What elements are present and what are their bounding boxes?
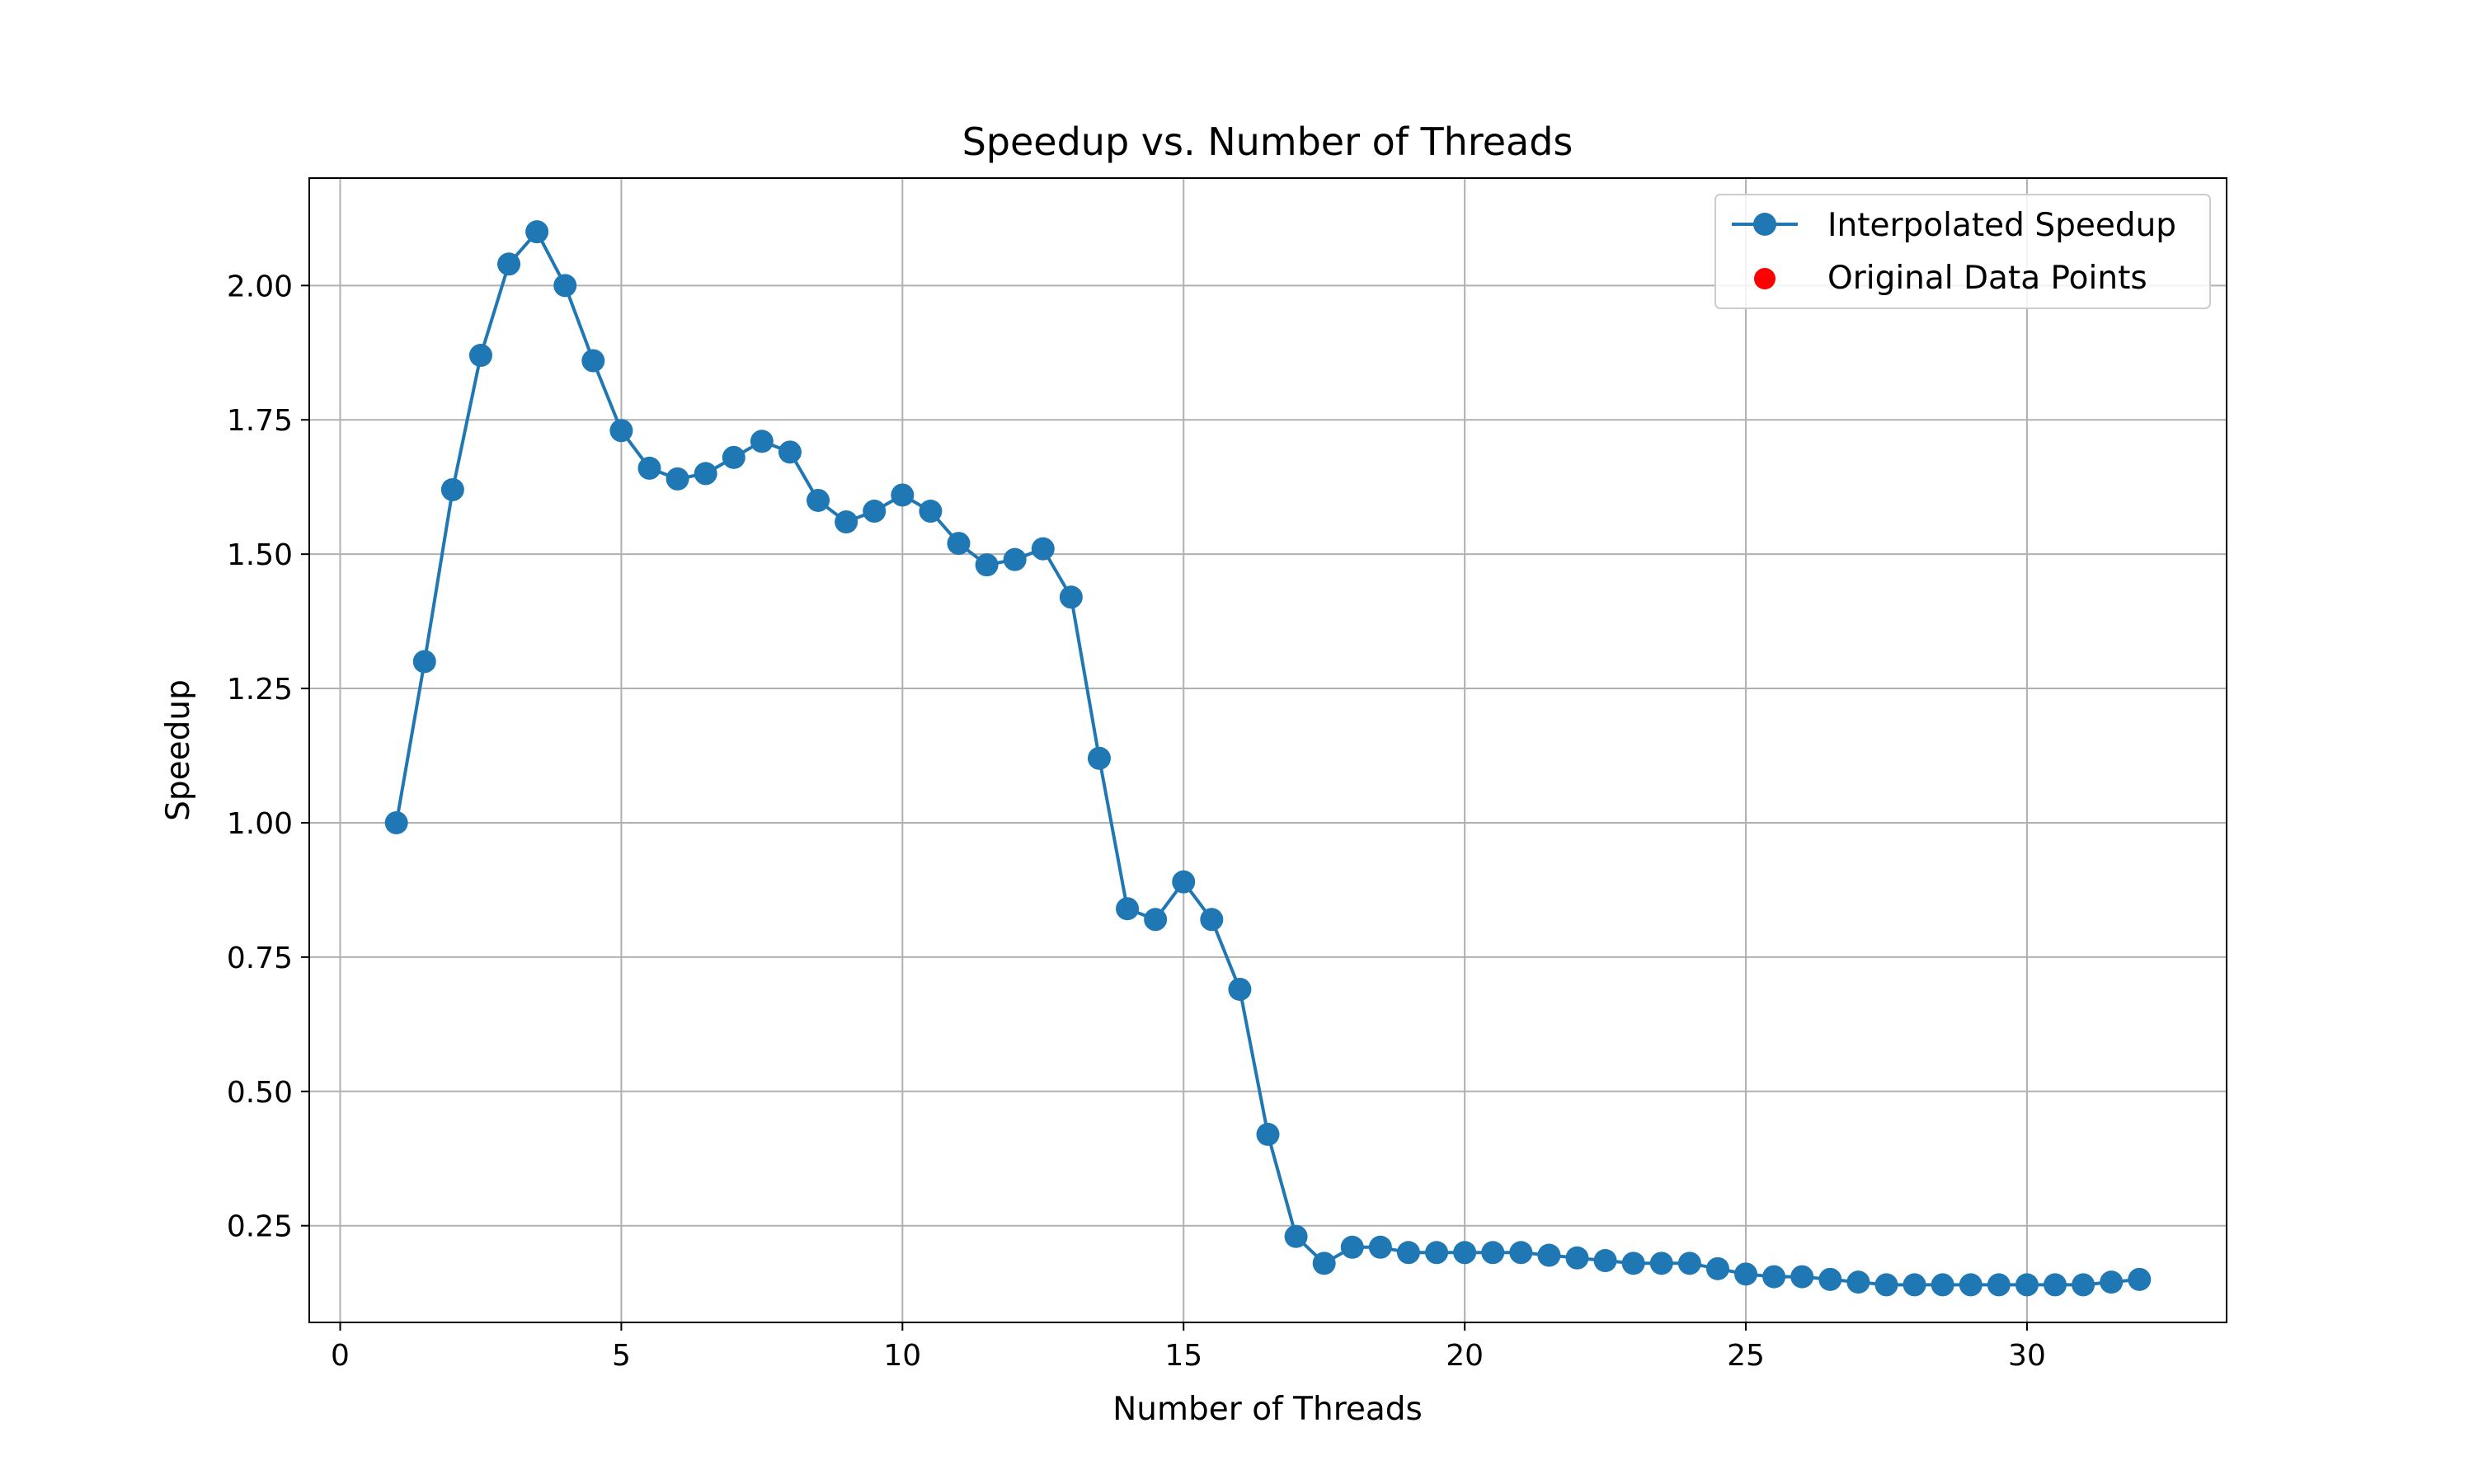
x-tick-label: 15 bbox=[1164, 1339, 1202, 1373]
interpolated-speedup-point bbox=[1003, 547, 1027, 571]
interpolated-speedup-point bbox=[1846, 1270, 1870, 1294]
interpolated-speedup-point bbox=[2044, 1273, 2067, 1297]
interpolated-speedup-point bbox=[2015, 1273, 2039, 1297]
legend-frame bbox=[1714, 194, 2211, 309]
interpolated-speedup-point bbox=[666, 467, 689, 491]
interpolated-speedup-point bbox=[1509, 1241, 1533, 1265]
interpolated-speedup-point bbox=[2072, 1273, 2095, 1297]
interpolated-speedup-point bbox=[1537, 1243, 1561, 1267]
y-tick-label: 1.50 bbox=[227, 538, 293, 572]
interpolated-speedup-point bbox=[863, 500, 887, 524]
interpolated-speedup-point bbox=[750, 430, 774, 453]
y-tick-label: 0.50 bbox=[227, 1076, 293, 1110]
interpolated-speedup-point bbox=[975, 553, 999, 577]
x-tick-label: 0 bbox=[331, 1339, 350, 1373]
interpolated-speedup-point bbox=[722, 445, 745, 469]
interpolated-speedup-point bbox=[1593, 1249, 1617, 1273]
interpolated-speedup-point bbox=[384, 810, 408, 834]
interpolated-speedup-point bbox=[1762, 1265, 1786, 1289]
interpolated-speedup-point bbox=[1031, 537, 1055, 561]
interpolated-speedup-point bbox=[1228, 977, 1252, 1001]
interpolated-speedup-point bbox=[1677, 1252, 1701, 1275]
interpolated-speedup-point bbox=[1368, 1235, 1392, 1259]
grid bbox=[309, 178, 2227, 1322]
interpolated-speedup-point bbox=[637, 456, 661, 480]
chart-title: Speedup vs. Number of Threads bbox=[962, 120, 1573, 164]
interpolated-speedup-point bbox=[1453, 1241, 1477, 1265]
interpolated-speedup-point bbox=[778, 440, 802, 464]
interpolated-speedup-point bbox=[1818, 1267, 1842, 1291]
x-tick-label: 25 bbox=[1727, 1339, 1765, 1373]
interpolated-speedup-point bbox=[1649, 1252, 1673, 1275]
y-tick-label: 0.25 bbox=[227, 1210, 293, 1244]
interpolated-speedup-point bbox=[525, 220, 549, 244]
interpolated-speedup-point bbox=[1734, 1262, 1758, 1286]
legend: Interpolated Speedup Original Data Point… bbox=[1714, 194, 2211, 309]
y-tick-label: 1.00 bbox=[227, 807, 293, 841]
x-tick-label: 10 bbox=[883, 1339, 921, 1373]
interpolated-speedup-point bbox=[919, 500, 943, 524]
interpolated-speedup-point bbox=[412, 650, 436, 674]
interpolated-speedup-point bbox=[1481, 1241, 1505, 1265]
interpolated-speedup-point bbox=[1565, 1246, 1589, 1270]
legend-marker-swatch-interpolated bbox=[1753, 213, 1776, 236]
interpolated-speedup-point bbox=[553, 274, 577, 298]
interpolated-speedup-point bbox=[1144, 908, 1168, 932]
interpolated-speedup-point bbox=[1312, 1252, 1336, 1275]
interpolated-speedup-point bbox=[440, 477, 464, 501]
x-axis-label: Number of Threads bbox=[1112, 1391, 1423, 1428]
interpolated-speedup-point bbox=[1116, 897, 1140, 921]
axis-ticks: 0 5 10 15 20 25 30 0.25 0.50 0.75 1.00 1.25 1.50 1.75… bbox=[227, 270, 2046, 1373]
x-tick-label: 20 bbox=[1446, 1339, 1484, 1373]
interpolated-speedup-point bbox=[1790, 1265, 1814, 1289]
legend-marker-swatch-original bbox=[1754, 268, 1776, 289]
interpolated-speedup-point bbox=[947, 532, 971, 556]
y-tick-label: 0.75 bbox=[227, 942, 293, 975]
interpolated-speedup-point bbox=[1621, 1252, 1645, 1275]
interpolated-speedup-point bbox=[835, 510, 858, 534]
interpolated-speedup-point bbox=[807, 488, 830, 512]
plot-frame bbox=[308, 177, 2227, 1323]
interpolated-speedup-point bbox=[1340, 1235, 1364, 1259]
x-tick-label: 30 bbox=[2008, 1339, 2046, 1373]
interpolated-speedup-point bbox=[2100, 1270, 2124, 1294]
interpolated-speedup-point bbox=[1874, 1273, 1898, 1297]
legend-label-original: Original Data Points bbox=[1827, 260, 2147, 297]
interpolated-speedup-point bbox=[581, 349, 605, 373]
interpolated-speedup-point bbox=[1425, 1241, 1449, 1265]
interpolated-speedup-point bbox=[1903, 1273, 1926, 1297]
interpolated-speedup-point bbox=[1396, 1241, 1420, 1265]
y-tick-label: 1.25 bbox=[227, 673, 293, 707]
x-tick-label: 5 bbox=[612, 1339, 631, 1373]
legend-label-interpolated: Interpolated Speedup bbox=[1827, 207, 2176, 244]
interpolated-speedup-point bbox=[694, 462, 717, 486]
interpolated-speedup-point bbox=[1987, 1273, 2011, 1297]
y-tick-label: 1.75 bbox=[227, 404, 293, 438]
interpolated-speedup-point bbox=[468, 344, 492, 368]
interpolated-speedup-point bbox=[1705, 1256, 1729, 1280]
interpolated-speedup-point bbox=[2128, 1267, 2152, 1291]
interpolated-speedup-point bbox=[1284, 1224, 1308, 1248]
interpolated-speedup-point bbox=[1087, 746, 1111, 770]
interpolated-speedup-point bbox=[891, 483, 915, 507]
y-axis-label: Speedup bbox=[160, 679, 197, 821]
y-tick-label: 2.00 bbox=[227, 270, 293, 303]
interpolated-speedup-point bbox=[1959, 1273, 1982, 1297]
interpolated-speedup-point bbox=[1172, 870, 1196, 894]
interpolated-speedup-point bbox=[1059, 585, 1083, 609]
interpolated-speedup-point bbox=[1931, 1273, 1954, 1297]
interpolated-speedup-point bbox=[1200, 908, 1224, 932]
plot-series bbox=[384, 220, 2152, 1297]
interpolated-speedup-point bbox=[1256, 1122, 1280, 1146]
interpolated-speedup-point bbox=[609, 419, 633, 443]
interpolated-speedup-point bbox=[497, 252, 521, 276]
